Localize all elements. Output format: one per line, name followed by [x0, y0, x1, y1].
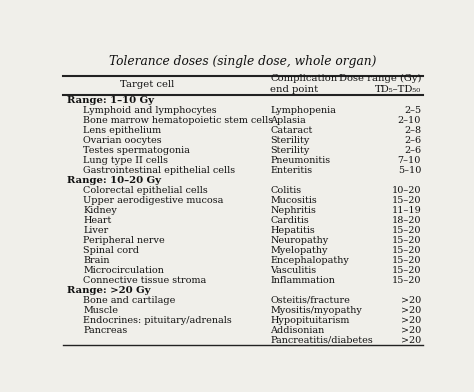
Text: Myositis/myopathy: Myositis/myopathy — [271, 306, 362, 315]
Text: Enteritis: Enteritis — [271, 166, 312, 175]
Text: Range: >20 Gy: Range: >20 Gy — [66, 286, 150, 295]
Text: 2–10: 2–10 — [398, 116, 421, 125]
Text: >20: >20 — [401, 336, 421, 345]
Text: Kidney: Kidney — [83, 206, 117, 215]
Text: 15–20: 15–20 — [392, 246, 421, 255]
Text: Bone and cartilage: Bone and cartilage — [83, 296, 175, 305]
Text: Vasculitis: Vasculitis — [271, 266, 317, 275]
Text: Range: 1–10 Gy: Range: 1–10 Gy — [66, 96, 154, 105]
Text: Lymphoid and lymphocytes: Lymphoid and lymphocytes — [83, 106, 217, 115]
Text: Upper aerodigestive mucosa: Upper aerodigestive mucosa — [83, 196, 224, 205]
Text: Complication
end point: Complication end point — [271, 74, 338, 94]
Text: >20: >20 — [401, 326, 421, 335]
Text: Peripheral nerve: Peripheral nerve — [83, 236, 165, 245]
Text: Inflammation: Inflammation — [271, 276, 335, 285]
Text: Addisonian: Addisonian — [271, 326, 325, 335]
Text: 2–8: 2–8 — [404, 126, 421, 135]
Text: 11–19: 11–19 — [392, 206, 421, 215]
Text: Spinal cord: Spinal cord — [83, 246, 139, 255]
Text: 15–20: 15–20 — [392, 276, 421, 285]
Text: 18–20: 18–20 — [392, 216, 421, 225]
Text: Tolerance doses (single dose, whole organ): Tolerance doses (single dose, whole orga… — [109, 54, 377, 67]
Text: 15–20: 15–20 — [392, 226, 421, 235]
Text: 15–20: 15–20 — [392, 236, 421, 245]
Text: Carditis: Carditis — [271, 216, 309, 225]
Text: 2–6: 2–6 — [404, 146, 421, 155]
Text: Pneumonitis: Pneumonitis — [271, 156, 330, 165]
Text: Dose range (Gy)
TD₅–TD₅₀: Dose range (Gy) TD₅–TD₅₀ — [338, 74, 421, 94]
Text: 15–20: 15–20 — [392, 256, 421, 265]
Text: Pancreas: Pancreas — [83, 326, 128, 335]
Text: Ovarian oocytes: Ovarian oocytes — [83, 136, 162, 145]
Text: 10–20: 10–20 — [392, 186, 421, 195]
Text: Bone marrow hematopoietic stem cells: Bone marrow hematopoietic stem cells — [83, 116, 273, 125]
Text: 5–10: 5–10 — [398, 166, 421, 175]
Text: Liver: Liver — [83, 226, 109, 235]
Text: Lens epithelium: Lens epithelium — [83, 126, 161, 135]
Text: Range: 10–20 Gy: Range: 10–20 Gy — [66, 176, 161, 185]
Text: 7–10: 7–10 — [398, 156, 421, 165]
Text: 2–5: 2–5 — [404, 106, 421, 115]
Text: Hepatitis: Hepatitis — [271, 226, 315, 235]
Text: Neuropathy: Neuropathy — [271, 236, 329, 245]
Text: Lung type II cells: Lung type II cells — [83, 156, 168, 165]
Text: >20: >20 — [401, 306, 421, 315]
Text: Myelopathy: Myelopathy — [271, 246, 328, 255]
Text: Pancreatitis/diabetes: Pancreatitis/diabetes — [271, 336, 373, 345]
Text: Nephritis: Nephritis — [271, 206, 316, 215]
Text: >20: >20 — [401, 316, 421, 325]
Text: Testes spermatogonia: Testes spermatogonia — [83, 146, 190, 155]
Text: Microcirculation: Microcirculation — [83, 266, 164, 275]
Text: Target cell: Target cell — [120, 80, 174, 89]
Text: Aplasia: Aplasia — [271, 116, 306, 125]
Text: 15–20: 15–20 — [392, 196, 421, 205]
Text: Endocrines: pituitary/adrenals: Endocrines: pituitary/adrenals — [83, 316, 232, 325]
Text: 15–20: 15–20 — [392, 266, 421, 275]
Text: Muscle: Muscle — [83, 306, 118, 315]
Text: >20: >20 — [401, 296, 421, 305]
Text: Colorectal epithelial cells: Colorectal epithelial cells — [83, 186, 208, 195]
Text: Osteitis/fracture: Osteitis/fracture — [271, 296, 350, 305]
Text: Lymphopenia: Lymphopenia — [271, 106, 337, 115]
Text: Sterility: Sterility — [271, 136, 310, 145]
Text: Connective tissue stroma: Connective tissue stroma — [83, 276, 206, 285]
Text: Cataract: Cataract — [271, 126, 313, 135]
Text: Gastrointestinal epithelial cells: Gastrointestinal epithelial cells — [83, 166, 235, 175]
Text: Heart: Heart — [83, 216, 111, 225]
Text: Brain: Brain — [83, 256, 109, 265]
Text: Hypopituitarism: Hypopituitarism — [271, 316, 350, 325]
Text: 2–6: 2–6 — [404, 136, 421, 145]
Text: Encephalopathy: Encephalopathy — [271, 256, 349, 265]
Text: Sterility: Sterility — [271, 146, 310, 155]
Text: Colitis: Colitis — [271, 186, 301, 195]
Text: Mucositis: Mucositis — [271, 196, 317, 205]
